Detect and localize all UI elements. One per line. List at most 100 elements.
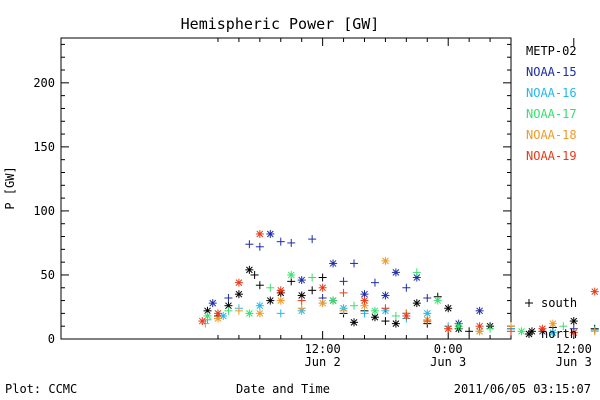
legend-entry: NOAA-15 bbox=[526, 65, 577, 79]
y-tick-label: 50 bbox=[41, 268, 55, 282]
data-point-south bbox=[350, 259, 359, 268]
data-point-south bbox=[255, 281, 264, 290]
x-tick-date: Jun 2 bbox=[305, 355, 341, 369]
data-point-north bbox=[234, 278, 243, 287]
series-noaa-19 bbox=[198, 229, 599, 337]
data-point-south bbox=[507, 327, 515, 336]
north-symbol-icon bbox=[525, 330, 533, 338]
data-point-north bbox=[255, 301, 264, 310]
legend-entry: NOAA-18 bbox=[526, 128, 577, 142]
data-point-north bbox=[402, 311, 411, 320]
legend-entry: NOAA-19 bbox=[526, 149, 577, 163]
data-point-south bbox=[234, 306, 243, 315]
data-point-south bbox=[297, 304, 306, 313]
data-point-north bbox=[590, 287, 599, 296]
data-point-south bbox=[559, 322, 568, 331]
data-point-south bbox=[590, 327, 599, 336]
data-point-north bbox=[255, 229, 264, 238]
data-point-south bbox=[276, 309, 285, 318]
data-point-north bbox=[381, 256, 390, 265]
data-point-south bbox=[370, 278, 379, 287]
y-axis: 0 50 100 150 200 bbox=[33, 43, 511, 346]
data-point-south bbox=[308, 235, 317, 244]
symbol-legend: south north bbox=[525, 296, 577, 341]
data-point-north bbox=[433, 296, 442, 305]
x-axis-label: Date and Time bbox=[236, 382, 330, 396]
x-tick-time: 12:00 bbox=[305, 342, 341, 356]
data-point-south bbox=[381, 317, 390, 326]
south-symbol-icon bbox=[525, 299, 533, 307]
data-point-north bbox=[538, 324, 547, 333]
data-point-south bbox=[339, 277, 348, 286]
x-tick-date: Jun 3 bbox=[430, 355, 466, 369]
data-point-south bbox=[360, 309, 369, 318]
series-noaa-17 bbox=[203, 268, 568, 336]
series-noaa-15 bbox=[208, 229, 578, 336]
data-point-north bbox=[517, 327, 526, 336]
data-point-north bbox=[266, 229, 275, 238]
data-point-north bbox=[360, 301, 369, 310]
data-point-north bbox=[370, 313, 379, 322]
data-point-north bbox=[569, 328, 578, 337]
data-point-south bbox=[391, 311, 400, 320]
data-point-north bbox=[329, 296, 338, 305]
data-point-north bbox=[255, 309, 264, 318]
data-point-north bbox=[276, 296, 285, 305]
symbol-legend-label: south bbox=[541, 296, 577, 310]
data-point-north bbox=[245, 309, 254, 318]
x-tick-time: 12:00 bbox=[556, 342, 592, 356]
symbol-legend-label: north bbox=[541, 327, 577, 341]
data-point-south bbox=[224, 294, 233, 303]
plot-timestamp: 2011/06/05 03:15:07 bbox=[454, 382, 591, 396]
plot-credit: Plot: CCMC bbox=[5, 382, 77, 396]
data-point-north bbox=[350, 318, 359, 327]
y-tick-label: 100 bbox=[33, 204, 55, 218]
data-point-north bbox=[198, 317, 207, 326]
data-point-north bbox=[475, 327, 484, 336]
legend-entry: METP-02 bbox=[526, 44, 577, 58]
data-point-north bbox=[360, 296, 369, 305]
series-noaa-18 bbox=[201, 256, 599, 336]
data-points bbox=[198, 229, 599, 337]
data-point-south bbox=[276, 237, 285, 246]
data-point-north bbox=[381, 291, 390, 300]
data-point-south bbox=[224, 306, 233, 315]
data-point-north bbox=[297, 276, 306, 285]
chart-title: Hemispheric Power [GW] bbox=[181, 15, 380, 33]
data-point-north bbox=[318, 299, 327, 308]
data-point-north bbox=[370, 306, 379, 315]
data-point-north bbox=[234, 290, 243, 299]
data-point-south bbox=[381, 304, 390, 313]
data-point-south bbox=[423, 317, 432, 326]
data-point-north bbox=[318, 283, 327, 292]
data-point-south bbox=[465, 327, 474, 336]
data-point-north bbox=[444, 324, 453, 333]
data-point-south bbox=[423, 294, 432, 303]
data-point-south bbox=[266, 283, 275, 292]
data-point-north bbox=[208, 299, 217, 308]
plot-frame bbox=[60, 37, 512, 340]
data-point-south bbox=[350, 301, 359, 310]
data-point-north bbox=[287, 270, 296, 279]
data-point-north bbox=[569, 317, 578, 326]
data-point-north bbox=[329, 259, 338, 268]
y-tick-label: 150 bbox=[33, 140, 55, 154]
data-point-south bbox=[297, 296, 306, 305]
data-point-north bbox=[213, 309, 222, 318]
data-point-north bbox=[444, 304, 453, 313]
data-point-north bbox=[475, 306, 484, 315]
y-tick-label: 0 bbox=[48, 332, 55, 346]
data-point-north bbox=[224, 301, 233, 310]
data-point-north bbox=[391, 268, 400, 277]
data-point-south bbox=[412, 268, 421, 277]
data-point-north bbox=[266, 296, 275, 305]
y-tick-label: 200 bbox=[33, 76, 55, 90]
data-point-south bbox=[287, 238, 296, 247]
data-point-north bbox=[412, 299, 421, 308]
data-point-north bbox=[475, 322, 484, 331]
data-point-north bbox=[454, 322, 463, 331]
data-point-north bbox=[548, 319, 557, 328]
data-point-north bbox=[391, 319, 400, 328]
legend: METP-02 NOAA-15 NOAA-16 NOAA-17 NOAA-18 NOAA-… bbox=[526, 44, 577, 163]
